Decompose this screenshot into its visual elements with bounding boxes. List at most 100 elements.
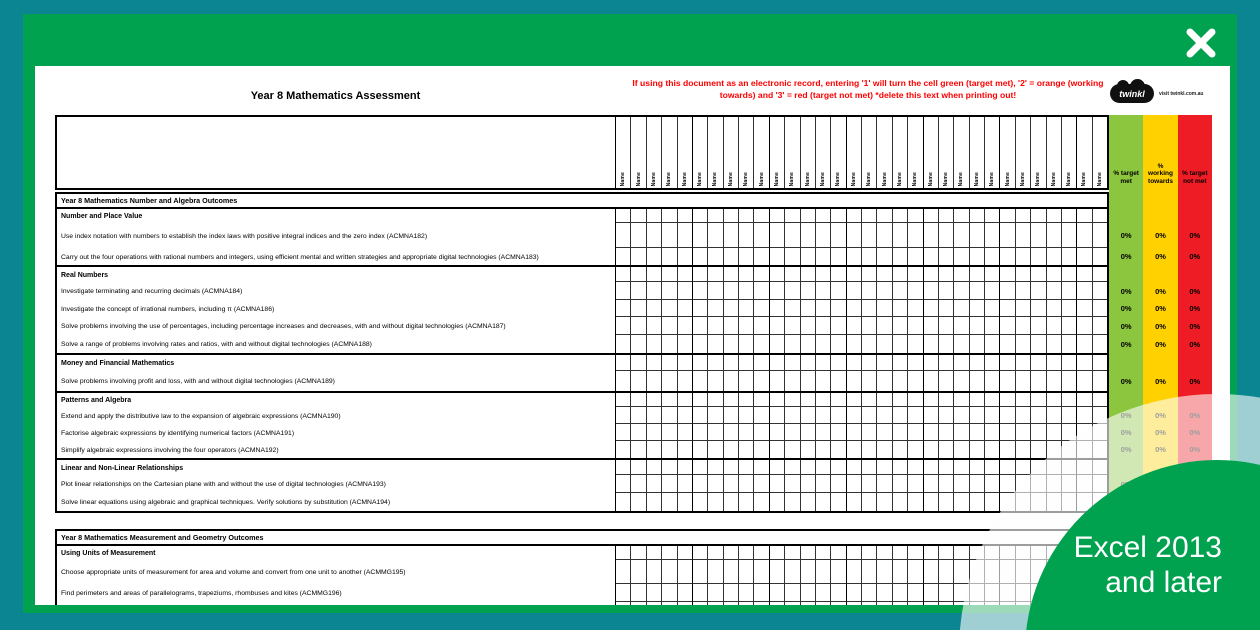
grid-cell[interactable]: [831, 407, 847, 424]
grid-cell[interactable]: [938, 223, 955, 248]
grid-cell[interactable]: [815, 300, 832, 317]
grid-cell[interactable]: [1077, 371, 1093, 391]
name-header-cell[interactable]: Name: [862, 117, 878, 188]
grid-cell[interactable]: [692, 209, 709, 223]
grid-cell[interactable]: [631, 267, 647, 282]
name-header-cell[interactable]: Name: [954, 117, 970, 188]
grid-cell[interactable]: [862, 584, 878, 602]
grid-cell[interactable]: [647, 335, 663, 353]
grid-cell[interactable]: [739, 393, 755, 407]
grid-cell[interactable]: [969, 317, 985, 335]
grid-cell[interactable]: [754, 441, 770, 458]
grid-cell[interactable]: [692, 317, 709, 335]
grid-cell[interactable]: [954, 424, 970, 441]
grid-cell[interactable]: [831, 355, 847, 371]
grid-cell[interactable]: [800, 355, 816, 371]
grid-cell[interactable]: [954, 267, 970, 282]
grid-cell[interactable]: [877, 475, 893, 493]
grid-cell[interactable]: [631, 282, 647, 300]
grid-cell[interactable]: [831, 223, 847, 248]
grid-cell[interactable]: [923, 560, 939, 584]
grid-cell[interactable]: [800, 317, 816, 335]
grid-cell[interactable]: [708, 584, 724, 602]
grid-cell[interactable]: [1000, 407, 1016, 424]
grid-cell[interactable]: [754, 282, 770, 300]
grid-cell[interactable]: [877, 407, 893, 424]
grid-cell[interactable]: [970, 493, 985, 511]
grid-cell[interactable]: [662, 475, 678, 493]
grid-cell[interactable]: [938, 584, 955, 602]
grid-cell[interactable]: [616, 584, 632, 602]
grid-cell[interactable]: [739, 602, 755, 605]
grid-cell[interactable]: [1061, 209, 1078, 223]
grid-cell[interactable]: [847, 441, 862, 458]
grid-cell[interactable]: [677, 393, 693, 407]
grid-cell[interactable]: [631, 493, 647, 511]
grid-cell[interactable]: [785, 223, 801, 248]
grid-cell[interactable]: [1046, 424, 1062, 441]
grid-cell[interactable]: [1046, 355, 1062, 371]
grid-cell[interactable]: [831, 441, 847, 458]
grid-cell[interactable]: [1000, 460, 1016, 475]
grid-cell[interactable]: [892, 300, 909, 317]
grid-cell[interactable]: [985, 371, 1001, 391]
grid-cell[interactable]: [785, 424, 801, 441]
grid-cell[interactable]: [662, 460, 678, 475]
grid-cell[interactable]: [800, 407, 816, 424]
grid-cell[interactable]: [1031, 223, 1047, 248]
grid-cell[interactable]: [708, 335, 724, 353]
grid-cell[interactable]: [985, 282, 1001, 300]
grid-cell[interactable]: [954, 223, 970, 248]
grid-cell[interactable]: [800, 460, 816, 475]
grid-cell[interactable]: [646, 475, 663, 493]
grid-cell[interactable]: [923, 223, 939, 248]
grid-cell[interactable]: [1047, 248, 1062, 265]
grid-cell[interactable]: [923, 282, 939, 300]
grid-cell[interactable]: [908, 441, 924, 458]
grid-cell[interactable]: [938, 317, 955, 335]
grid-cell[interactable]: [662, 602, 678, 605]
grid-cell[interactable]: [877, 267, 893, 282]
grid-cell[interactable]: [708, 602, 724, 605]
grid-cell[interactable]: [831, 475, 847, 493]
grid-cell[interactable]: [985, 475, 1001, 493]
grid-cell[interactable]: [846, 546, 862, 560]
grid-cell[interactable]: [616, 407, 632, 424]
grid-cell[interactable]: [1046, 209, 1062, 223]
grid-cell[interactable]: [892, 393, 909, 407]
grid-cell[interactable]: [862, 546, 878, 560]
grid-cell[interactable]: [800, 393, 816, 407]
name-header-cell[interactable]: Name: [739, 117, 755, 188]
grid-cell[interactable]: [646, 407, 663, 424]
grid-cell[interactable]: [708, 371, 724, 391]
grid-cell[interactable]: [692, 584, 709, 602]
grid-cell[interactable]: [831, 300, 847, 317]
grid-cell[interactable]: [800, 475, 816, 493]
grid-cell[interactable]: [754, 371, 770, 391]
grid-cell[interactable]: [723, 424, 739, 441]
grid-cell[interactable]: [893, 602, 909, 605]
name-header-cell[interactable]: Name: [631, 117, 647, 188]
grid-cell[interactable]: [739, 424, 755, 441]
grid-cell[interactable]: [631, 371, 647, 391]
grid-cell[interactable]: [646, 355, 663, 371]
name-header-cell[interactable]: Name: [785, 117, 801, 188]
grid-cell[interactable]: [892, 267, 909, 282]
grid-cell[interactable]: [693, 371, 709, 391]
grid-cell[interactable]: [938, 407, 955, 424]
grid-cell[interactable]: [1046, 282, 1062, 300]
grid-cell[interactable]: [646, 223, 663, 248]
grid-cell[interactable]: [677, 584, 693, 602]
grid-cell[interactable]: [847, 371, 862, 391]
grid-cell[interactable]: [815, 546, 832, 560]
grid-cell[interactable]: [708, 267, 724, 282]
grid-cell[interactable]: [969, 209, 985, 223]
grid-cell[interactable]: [862, 300, 878, 317]
grid-cell[interactable]: [647, 441, 663, 458]
grid-cell[interactable]: [646, 560, 663, 584]
grid-cell[interactable]: [1061, 223, 1078, 248]
grid-cell[interactable]: [862, 335, 878, 353]
grid-cell[interactable]: [616, 317, 632, 335]
grid-cell[interactable]: [770, 441, 786, 458]
grid-cell[interactable]: [647, 602, 663, 605]
